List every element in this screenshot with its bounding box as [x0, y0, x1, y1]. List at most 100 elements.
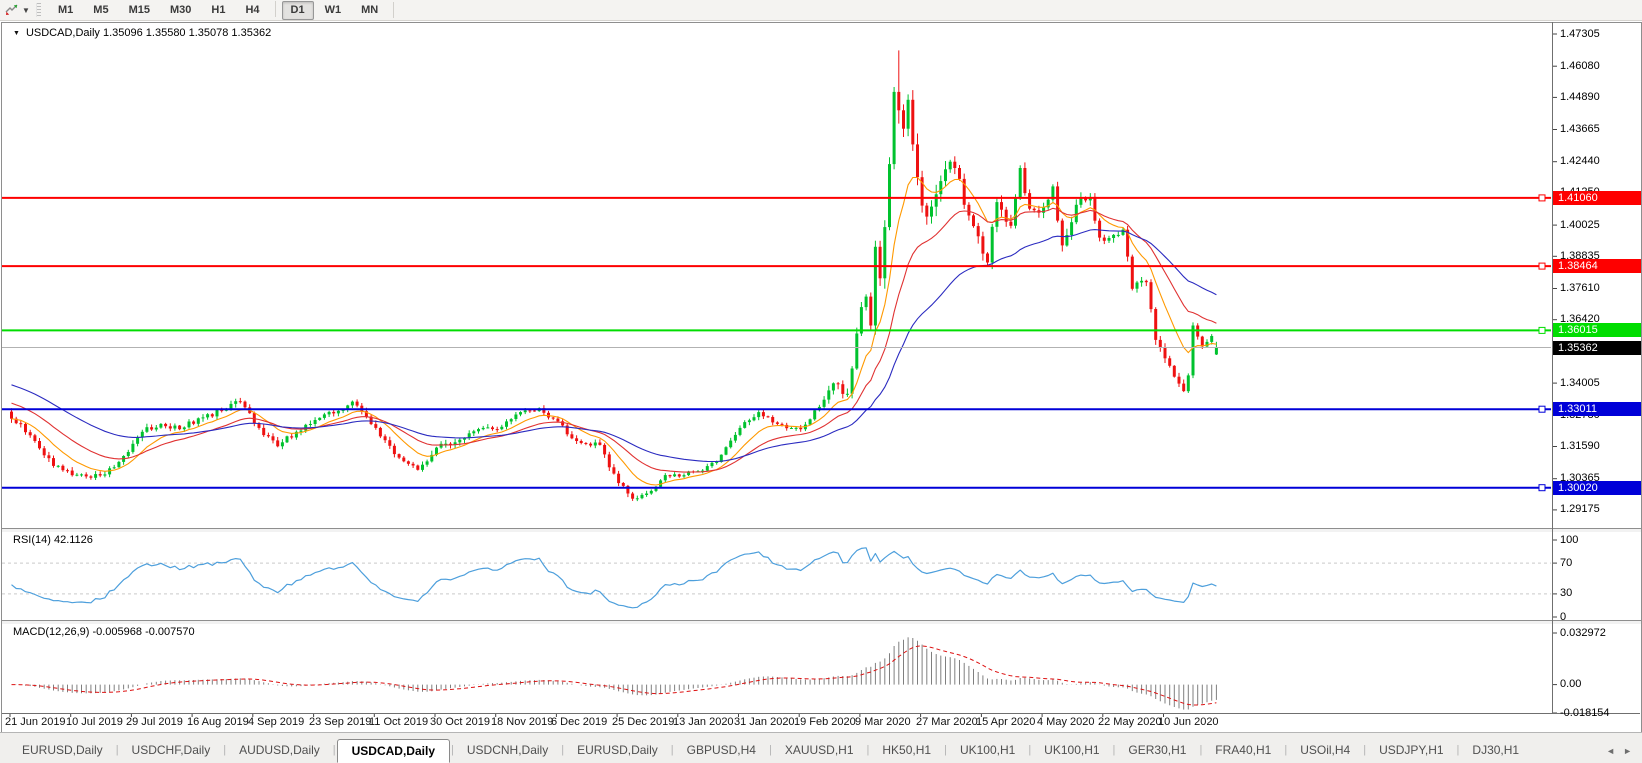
tab-hk50-h1[interactable]: HK50,H1 — [882, 743, 932, 757]
date-axis-label: 25 Dec 2019 — [612, 716, 675, 728]
timeframe-buttons-group: M1 M5 M15 M30 H1 H4 D1 W1 MN — [48, 0, 388, 20]
tab-divider: | — [670, 744, 674, 756]
tab-eurusd-daily[interactable]: EURUSD,Daily — [577, 743, 658, 757]
price-line-label: 1.30020 — [1553, 481, 1641, 495]
tab-divider: | — [1028, 744, 1032, 756]
rsi-indicator-label: RSI(14) 42.1126 — [13, 534, 93, 546]
date-axis-label: 21 Jun 2019 — [5, 716, 66, 728]
tab-eurusd-daily[interactable]: EURUSD,Daily — [22, 743, 103, 757]
price-axis-tick: 1.37610 — [1560, 282, 1600, 294]
price-line-label: 1.33011 — [1553, 402, 1641, 416]
timeframe-toolbar: ▼ M1 M5 M15 M30 H1 H4 D1 W1 MN — [0, 0, 1642, 21]
pane-separator-macd[interactable] — [2, 620, 1641, 625]
tab-divider: | — [1199, 744, 1203, 756]
tab-usdjpy-h1[interactable]: USDJPY,H1 — [1379, 743, 1444, 757]
tab-divider: | — [768, 744, 772, 756]
toolbar-separator — [393, 2, 395, 18]
date-axis-label: 18 Nov 2019 — [491, 716, 554, 728]
tab-usdchf-daily[interactable]: USDCHF,Daily — [131, 743, 211, 757]
price-axis-tick: 1.40025 — [1560, 219, 1600, 231]
price-line-label: 1.38464 — [1553, 259, 1641, 273]
price-axis-tick: 1.34005 — [1560, 377, 1600, 389]
tab-uk100-h1[interactable]: UK100,H1 — [1044, 743, 1100, 757]
price-axis-tick: 1.46080 — [1560, 60, 1600, 72]
tab-divider: | — [944, 744, 947, 756]
tab-gbpusd-h4[interactable]: GBPUSD,H4 — [686, 743, 756, 757]
date-axis-label: 31 Jan 2020 — [734, 716, 795, 728]
tab-audusd-daily[interactable]: AUDUSD,Daily — [239, 743, 320, 757]
timeframe-button-m1[interactable]: M1 — [58, 3, 74, 16]
tab-divider: | — [115, 744, 119, 756]
macd-scale-label: -0.018154 — [1560, 707, 1610, 719]
timeframe-button-h4[interactable]: H4 — [245, 3, 260, 16]
tab-divider: | — [1112, 744, 1116, 756]
price-axis-tick: 1.42440 — [1560, 155, 1600, 167]
tab-divider: | — [1363, 744, 1367, 756]
tab-xauusd-h1[interactable]: XAUUSD,H1 — [784, 743, 854, 757]
date-axis-label: 10 Jun 2020 — [1158, 716, 1219, 728]
candles-arrows-icon — [5, 4, 18, 15]
chart-tabs: EURUSD,Daily | USDCHF,Daily | AUDUSD,Daily | U… — [10, 739, 1531, 763]
toolbar-dropdown-caret[interactable]: ▼ — [22, 5, 30, 15]
timeframe-button-m15[interactable]: M15 — [128, 3, 150, 16]
timeframe-button-w1[interactable]: W1 — [324, 3, 342, 16]
tab-divider: | — [866, 744, 870, 756]
price-axis-tick: 1.36420 — [1560, 313, 1600, 325]
tab-usoil-h4[interactable]: USOil,H4 — [1300, 743, 1351, 757]
macd-scale-label: 0.032972 — [1560, 627, 1606, 639]
date-axis-label: 13 Jan 2020 — [673, 716, 734, 728]
macd-scale-label: 0.00 — [1560, 678, 1582, 690]
chart-title: ▼ USDCAD,Daily 1.35096 1.35580 1.35078 1.… — [13, 27, 271, 39]
tab-divider: | — [223, 744, 227, 756]
price-axis-tick: 1.44890 — [1560, 91, 1600, 103]
date-axis-label: 23 Sep 2019 — [309, 716, 372, 728]
tab-uk100-h1[interactable]: UK100,H1 — [959, 743, 1016, 757]
chart-title-dropdown-icon[interactable]: ▼ — [13, 30, 20, 37]
tab-usdcad-daily[interactable]: USDCAD,Daily — [336, 739, 450, 763]
price-line-label: 1.41060 — [1553, 191, 1641, 205]
chart-ohlc-quote: 1.35096 1.35580 1.35078 1.35362 — [102, 27, 272, 39]
tab-scroll-right-icon[interactable]: ► — [1623, 746, 1632, 756]
timeframe-button-mn[interactable]: MN — [361, 3, 379, 16]
rsi-scale-label: 100 — [1560, 534, 1579, 546]
pane-separator-rsi[interactable] — [2, 528, 1641, 533]
tab-scroll-left-icon[interactable]: ◄ — [1606, 746, 1616, 756]
date-axis-label: 19 Feb 2020 — [794, 716, 856, 728]
date-axis-label: 4 May 2020 — [1037, 716, 1095, 728]
timeframe-button-m30[interactable]: M30 — [169, 3, 192, 16]
date-axis-label: 9 Mar 2020 — [855, 716, 911, 728]
time-axis-line — [2, 713, 1640, 714]
tab-usdcnh-daily[interactable]: USDCNH,Daily — [466, 743, 549, 757]
tab-divider: | — [451, 744, 454, 756]
date-axis-label: 22 May 2020 — [1098, 716, 1162, 728]
chart-tab-bar: EURUSD,Daily | USDCHF,Daily | AUDUSD,Daily | U… — [0, 732, 1642, 763]
rsi-scale-label: 70 — [1560, 557, 1573, 569]
current-price-label: 1.35362 — [1553, 341, 1641, 355]
timeframe-button-h1[interactable]: H1 — [211, 3, 226, 16]
date-axis-label: 11 Oct 2019 — [369, 716, 429, 728]
macd-indicator-label: MACD(12,26,9) -0.005968 -0.007570 — [13, 626, 195, 638]
tab-divider: | — [561, 744, 565, 756]
date-axis-label: 6 Dec 2019 — [551, 716, 608, 728]
date-axis-label: 29 Jul 2019 — [126, 716, 183, 728]
tab-fra40-h1[interactable]: FRA40,H1 — [1215, 743, 1272, 757]
price-axis-tick: 1.43665 — [1560, 123, 1600, 135]
date-axis-label: 4 Sep 2019 — [248, 716, 305, 728]
rsi-scale-label: 30 — [1560, 587, 1573, 599]
tab-divider: | — [332, 744, 336, 756]
date-axis-label: 30 Oct 2019 — [430, 716, 490, 728]
toolbar-grip[interactable] — [36, 3, 41, 17]
date-axis-label: 15 Apr 2020 — [976, 716, 1036, 728]
tab-ger30-h1[interactable]: GER30,H1 — [1128, 743, 1187, 757]
date-axis-label: 16 Aug 2019 — [187, 716, 249, 728]
chart-mode-icon[interactable] — [3, 2, 20, 18]
price-axis-tick: 1.47305 — [1560, 28, 1600, 40]
tab-dj30-h1[interactable]: DJ30,H1 — [1472, 743, 1520, 757]
timeframe-button-m5[interactable]: M5 — [93, 3, 109, 16]
price-axis-line — [1552, 22, 1553, 714]
date-axis-label: 10 Jul 2019 — [66, 716, 123, 728]
toolbar-separator — [274, 0, 276, 17]
timeframe-button-d1[interactable]: D1 — [281, 0, 314, 20]
tab-divider: | — [1284, 744, 1288, 756]
